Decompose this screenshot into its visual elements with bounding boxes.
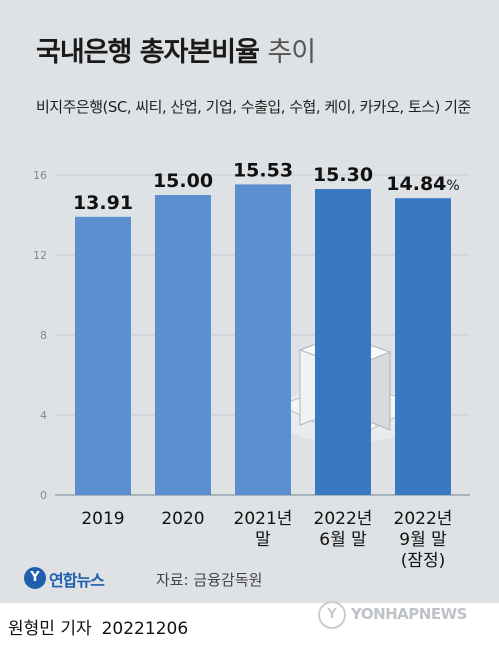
x-tick-label: 9월 말 <box>399 530 447 550</box>
chart-subtitle: 비지주은행(SC, 씨티, 산업, 기업, 수출입, 수협, 케이, 카카오, … <box>36 98 471 116</box>
value-label: 15.00 <box>153 170 213 192</box>
chart-title-suffix: 추이 <box>267 37 316 68</box>
value-label: 15.53 <box>233 159 293 181</box>
yonhap-logo-text: 연합뉴스 <box>49 571 105 590</box>
yonhap-logo-icon: Y <box>24 567 46 589</box>
chart-title: 국내은행 총자본비율 추이 <box>36 30 316 69</box>
y-tick-label: 16 <box>33 169 47 182</box>
infographic-card: 국내은행 총자본비율 추이 비지주은행(SC, 씨티, 산업, 기업, 수출입,… <box>0 0 499 603</box>
bar-layer <box>75 184 451 496</box>
bar <box>235 184 291 495</box>
y-tick-label: 8 <box>40 329 47 342</box>
bar <box>75 216 131 496</box>
value-label-number: 13.91 <box>73 192 133 214</box>
x-tick-label: (잠정) <box>401 551 446 571</box>
watermark-logo-icon: Y <box>318 601 346 629</box>
byline-date: 20221206 <box>101 619 189 639</box>
x-tick-label: 2022년 <box>394 509 453 529</box>
value-unit: % <box>446 178 459 194</box>
value-label: 15.30 <box>313 164 373 186</box>
source-note: 자료: 금융감독원 <box>156 571 263 589</box>
x-tick-label: 2019 <box>81 509 124 529</box>
byline: 원형민 기자 20221206 <box>8 614 188 639</box>
bar <box>395 198 451 495</box>
x-tick-label: 말 <box>255 530 271 550</box>
x-tick-label: 6월 말 <box>319 530 367 550</box>
y-tick-label: 0 <box>40 489 47 502</box>
x-tick-label: 2020 <box>161 509 204 529</box>
byline-author: 원형민 기자 <box>8 619 92 639</box>
bar <box>155 195 211 495</box>
label-layer: 13.91201915.00202015.532021년말15.302022년6… <box>73 159 460 571</box>
x-tick-label: 2022년 <box>314 509 373 529</box>
x-tick-label: 2021년 <box>234 509 293 529</box>
chart-title-main: 국내은행 총자본비율 <box>36 37 260 68</box>
value-label-number: 14.84 <box>386 173 446 195</box>
bar <box>315 189 371 495</box>
watermark-text: YONHAPNEWS <box>351 605 467 623</box>
value-label: 14.84% <box>386 173 459 195</box>
value-label-number: 15.53 <box>233 159 293 181</box>
value-label: 13.91 <box>73 192 133 214</box>
y-tick-label: 4 <box>40 409 47 422</box>
value-label-number: 15.00 <box>153 170 213 192</box>
y-tick-label: 12 <box>33 249 47 262</box>
value-label-number: 15.30 <box>313 164 373 186</box>
